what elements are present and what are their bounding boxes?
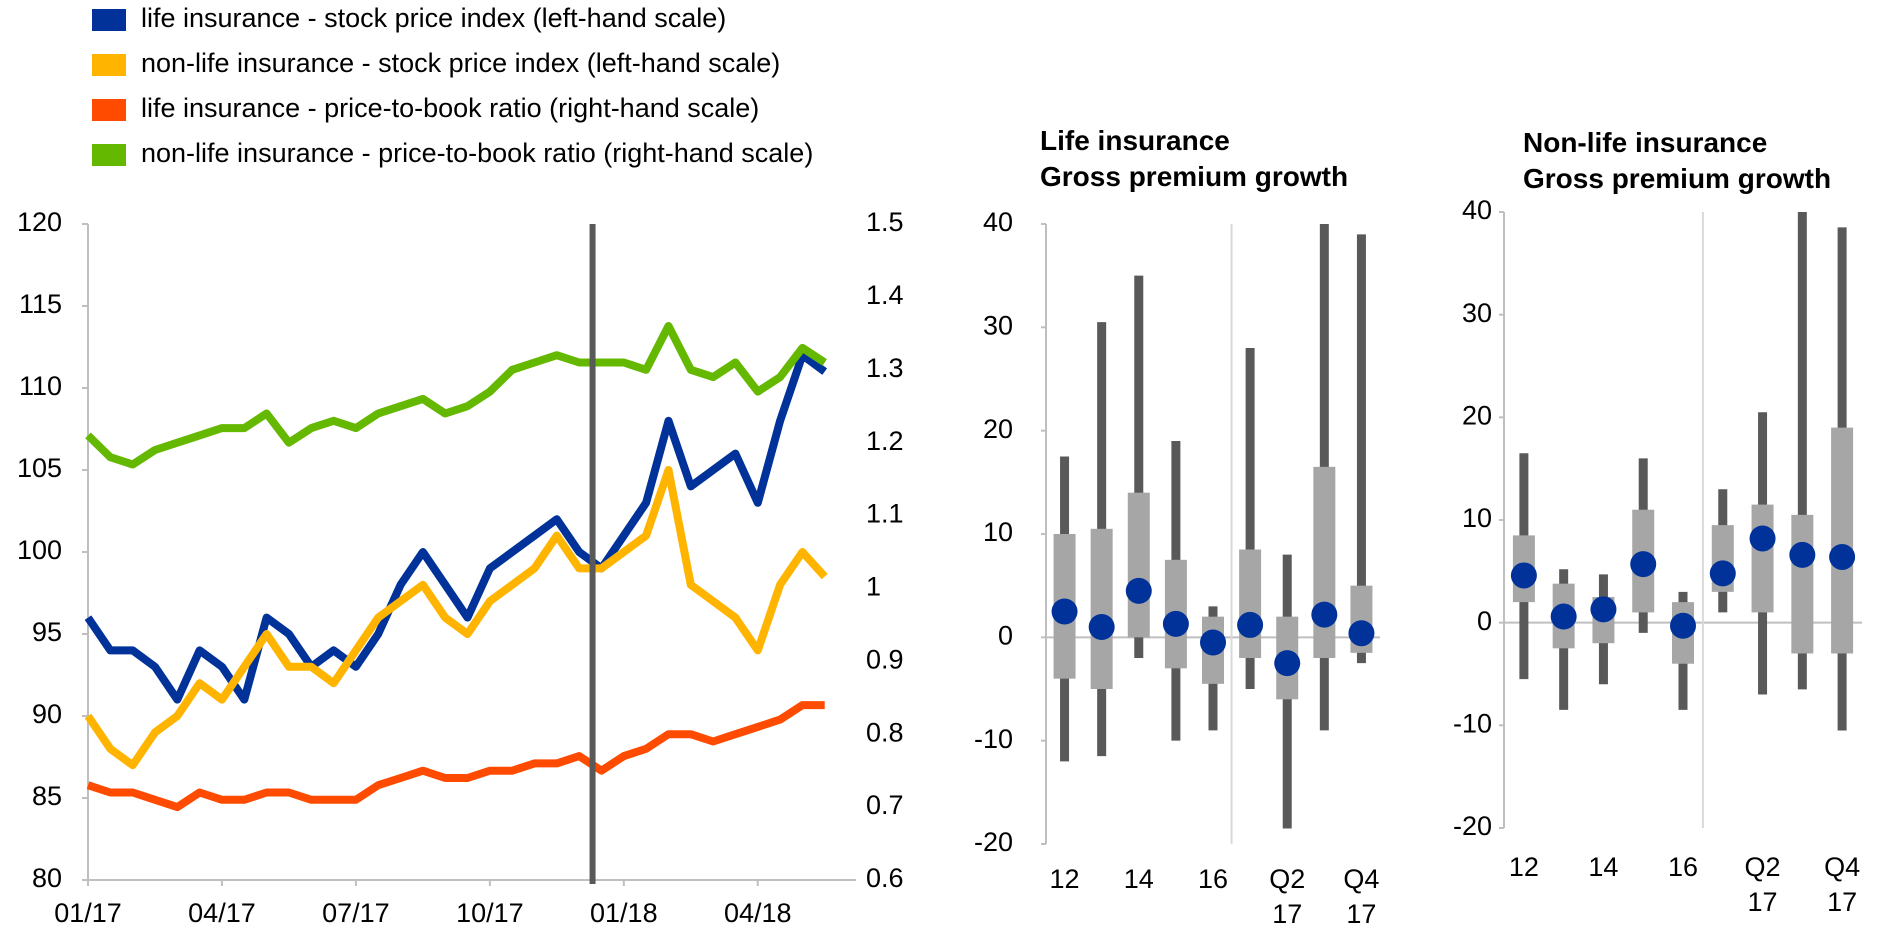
box: [1831, 427, 1854, 654]
median-dot: [1200, 629, 1226, 656]
median-dot: [1670, 612, 1696, 639]
legend-swatch: [92, 99, 126, 121]
box: [1127, 492, 1150, 638]
median-dot: [1237, 611, 1264, 638]
y2-tick-label: 1.3: [866, 353, 904, 383]
y-tick-label: 30: [1462, 298, 1492, 328]
y2-tick-label: 1: [866, 572, 881, 602]
y-tick-label: 0: [998, 620, 1013, 650]
box: [1239, 549, 1262, 658]
chart-title: Life insurance Gross premium growth: [1040, 125, 1349, 192]
legend-label: non-life insurance - stock price index (…: [141, 48, 780, 78]
y-tick-label: -10: [1453, 708, 1492, 738]
median-dot: [1630, 551, 1657, 578]
median-dot: [1125, 577, 1152, 604]
y-tick-label: 80: [32, 863, 62, 893]
y2-tick-label: 1.4: [866, 280, 904, 310]
median-dot: [1709, 560, 1736, 587]
legend-swatch: [92, 144, 126, 166]
series-line: [86, 701, 825, 812]
legend-label: life insurance - price-to-book ratio (ri…: [141, 93, 759, 123]
median-dot: [1274, 650, 1301, 677]
series-line: [85, 322, 827, 469]
y-tick-label: 110: [19, 371, 62, 401]
y-tick-label: -20: [974, 827, 1013, 857]
x-tick-label: 16: [1197, 864, 1229, 894]
y-tick-label: 40: [983, 207, 1013, 237]
y-tick-label: 20: [1462, 400, 1492, 430]
x-tick-label: 07/17: [322, 898, 390, 928]
chart-title: Non-life insurance Gross premium growth: [1523, 127, 1832, 194]
median-dot: [1829, 543, 1856, 570]
median-dot: [1789, 541, 1816, 568]
box: [1791, 514, 1814, 654]
median-dot: [1749, 525, 1776, 552]
y-tick-label: 10: [983, 517, 1013, 547]
y-tick-label: 0: [1477, 606, 1492, 636]
legend-swatch: [92, 9, 126, 31]
y-tick-label: 20: [983, 414, 1013, 444]
y-tick-label: 85: [32, 781, 62, 811]
x-tick-label: 14: [1588, 852, 1619, 882]
x-tick-label: 12: [1049, 864, 1080, 894]
legend-label: life insurance - stock price index (left…: [141, 3, 726, 33]
y2-tick-label: 1.2: [866, 426, 904, 456]
y-tick-label: 105: [17, 453, 62, 483]
series-line: [84, 351, 828, 704]
median-dot: [1311, 601, 1338, 628]
y-tick-label: 120: [17, 207, 62, 237]
median-dot: [1088, 614, 1115, 640]
median-dot: [1162, 610, 1189, 637]
x-tick-label: 04/17: [188, 898, 256, 928]
legend-label: non-life insurance - price-to-book ratio…: [141, 138, 813, 168]
median-dot: [1590, 596, 1617, 623]
x-tick-label: 01/18: [590, 898, 658, 928]
y-tick-label: 30: [983, 310, 1013, 340]
y-tick-label: 90: [32, 699, 62, 729]
y2-tick-label: 1.1: [866, 499, 904, 529]
x-tick-label: 04/18: [724, 898, 792, 928]
y-tick-label: 40: [1462, 195, 1492, 225]
legend-swatch: [92, 54, 126, 76]
median-dot: [1510, 562, 1537, 589]
y2-tick-label: 0.6: [866, 863, 904, 893]
box: [1751, 504, 1774, 613]
series-line: [84, 466, 828, 770]
y-tick-label: 115: [19, 289, 62, 319]
box: [1090, 528, 1113, 689]
x-tick-label: 10/17: [456, 898, 524, 928]
median-dot: [1051, 598, 1078, 625]
y-tick-label: -10: [974, 724, 1013, 754]
y-tick-label: 95: [32, 617, 62, 647]
x-tick-label: 14: [1123, 864, 1154, 894]
median-dot: [1550, 603, 1577, 630]
x-tick-label: 01/17: [54, 898, 122, 928]
x-tick-label: Q4 17: [1824, 852, 1861, 917]
y-tick-label: 100: [17, 535, 62, 565]
x-tick-label: 12: [1508, 852, 1539, 882]
y2-tick-label: 0.8: [866, 717, 904, 747]
y-tick-label: -20: [1453, 811, 1492, 841]
x-tick-label: Q4 17: [1343, 864, 1380, 929]
y-tick-label: 10: [1462, 503, 1492, 533]
x-tick-label: 16: [1667, 852, 1699, 882]
box: [1313, 466, 1336, 658]
x-tick-label: Q2 17: [1269, 864, 1306, 929]
x-tick-label: Q2 17: [1744, 852, 1781, 917]
median-dot: [1348, 620, 1375, 647]
y2-tick-label: 0.7: [866, 790, 904, 820]
y2-tick-label: 0.9: [866, 644, 904, 674]
y2-tick-label: 1.5: [866, 207, 904, 237]
